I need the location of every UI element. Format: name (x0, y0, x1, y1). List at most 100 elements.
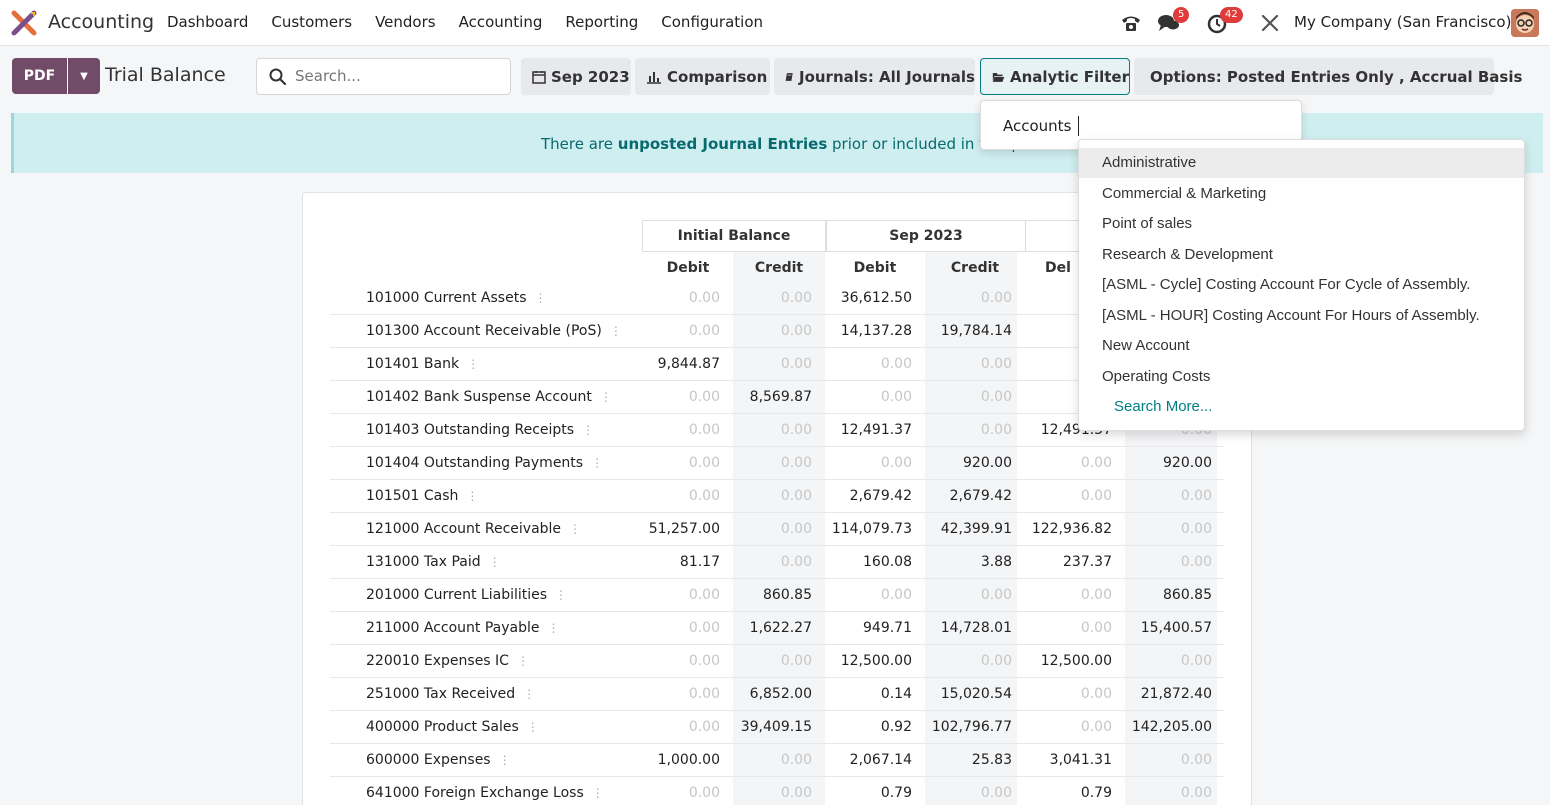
phone-icon[interactable] (1120, 8, 1142, 38)
analytic-filter-button[interactable]: Analytic Filter (980, 58, 1130, 95)
amount-cell: 0.00 (980, 389, 1012, 405)
menu-configuration[interactable]: Configuration (661, 13, 764, 31)
amount-cell: 2,067.14 (849, 752, 912, 768)
banner-text: There are unposted Journal Entries prior… (541, 135, 1030, 153)
amount-cell: 0.00 (1080, 488, 1112, 504)
kebab-menu-icon[interactable]: ⋮ (516, 654, 529, 668)
account-name[interactable]: 211000 Account Payable ⋮ (366, 620, 560, 636)
amount-cell: 0.00 (980, 653, 1012, 669)
search-box[interactable] (256, 58, 511, 95)
activities-badge: 42 (1220, 7, 1243, 23)
tools-icon[interactable] (1259, 8, 1281, 38)
calendar-icon (532, 70, 546, 84)
amount-cell: 920.00 (963, 455, 1012, 471)
account-name[interactable]: 101501 Cash ⋮ (366, 488, 479, 504)
table-row: 211000 Account Payable ⋮ 0.00 1,622.27 949.7… (330, 612, 1224, 645)
subheader-debit: Debit (666, 260, 710, 276)
kebab-menu-icon[interactable]: ⋮ (599, 390, 612, 404)
kebab-menu-icon[interactable]: ⋮ (526, 720, 539, 734)
company-switcher[interactable]: My Company (San Francisco) (1294, 13, 1512, 31)
header-initial-balance: Initial Balance (642, 220, 826, 252)
activities-icon[interactable]: 42 (1206, 7, 1243, 38)
account-name[interactable]: 101000 Current Assets ⋮ (366, 290, 547, 306)
amount-cell: 0.00 (688, 389, 720, 405)
account-option[interactable]: [ASML - HOUR] Costing Account For Hours … (1102, 307, 1480, 324)
amount-cell: 0.00 (980, 587, 1012, 603)
top-navbar: Accounting Dashboard Customers Vendors A… (0, 0, 1550, 46)
kebab-menu-icon[interactable]: ⋮ (569, 522, 582, 536)
amount-cell: 0.00 (780, 752, 812, 768)
menu-dashboard[interactable]: Dashboard (167, 13, 249, 31)
account-name[interactable]: 131000 Tax Paid ⋮ (366, 554, 501, 570)
amount-cell: 0.00 (688, 323, 720, 339)
amount-cell: 0.00 (1080, 686, 1112, 702)
account-name[interactable]: 101300 Account Receivable (PoS) ⋮ (366, 323, 622, 339)
app-logo-icon[interactable] (11, 10, 37, 36)
pdf-dropdown-toggle[interactable]: ▼ (68, 58, 100, 94)
kebab-menu-icon[interactable]: ⋮ (523, 687, 536, 701)
menu-customers[interactable]: Customers (271, 13, 353, 31)
amount-cell: 0.14 (880, 686, 912, 702)
kebab-menu-icon[interactable]: ⋮ (609, 324, 622, 338)
amount-cell: 21,872.40 (1140, 686, 1212, 702)
search-input[interactable] (295, 67, 495, 85)
account-name[interactable]: 101404 Outstanding Payments ⋮ (366, 455, 604, 471)
subheader-debit: Del (1045, 260, 1071, 276)
account-option[interactable]: New Account (1102, 337, 1190, 354)
kebab-menu-icon[interactable]: ⋮ (534, 291, 547, 305)
account-name[interactable]: 641000 Foreign Exchange Loss ⋮ (366, 785, 604, 801)
amount-cell: 0.00 (980, 356, 1012, 372)
account-name[interactable]: 101401 Bank ⋮ (366, 356, 480, 372)
menu-vendors[interactable]: Vendors (375, 13, 436, 31)
account-name[interactable]: 101403 Outstanding Receipts ⋮ (366, 422, 595, 438)
amount-cell: 0.00 (688, 587, 720, 603)
account-name[interactable]: 400000 Product Sales ⋮ (366, 719, 539, 735)
amount-cell: 0.00 (780, 488, 812, 504)
kebab-menu-icon[interactable]: ⋮ (555, 588, 568, 602)
menu-accounting[interactable]: Accounting (458, 13, 543, 31)
account-option[interactable]: Point of sales (1102, 215, 1193, 232)
unposted-entries-link[interactable]: unposted Journal Entries (617, 135, 828, 153)
account-name[interactable]: 101402 Bank Suspense Account ⋮ (366, 389, 612, 405)
amount-cell: 51,257.00 (648, 521, 720, 537)
account-name[interactable]: 251000 Tax Received ⋮ (366, 686, 536, 702)
account-name[interactable]: 600000 Expenses ⋮ (366, 752, 511, 768)
amount-cell: 8,569.87 (749, 389, 812, 405)
options-filter-button[interactable]: Options: Posted Entries Only , Accrual B… (1134, 58, 1522, 95)
account-name[interactable]: 121000 Account Receivable ⋮ (366, 521, 582, 537)
pdf-button[interactable]: PDF (12, 58, 67, 94)
account-name[interactable]: 201000 Current Liabilities ⋮ (366, 587, 568, 603)
amount-cell: 14,137.28 (840, 323, 912, 339)
user-avatar[interactable] (1511, 9, 1539, 37)
app-name[interactable]: Accounting (48, 11, 155, 33)
date-filter-button[interactable]: Sep 2023 (521, 58, 631, 95)
banner-prefix: There are (541, 135, 618, 153)
account-option[interactable]: Operating Costs (1102, 368, 1211, 385)
kebab-menu-icon[interactable]: ⋮ (488, 555, 501, 569)
kebab-menu-icon[interactable]: ⋮ (498, 753, 511, 767)
amount-cell: 237.37 (1063, 554, 1112, 570)
account-option[interactable]: Research & Development (1102, 246, 1273, 263)
account-name[interactable]: 220010 Expenses IC ⋮ (366, 653, 529, 669)
amount-cell: 0.00 (1080, 587, 1112, 603)
amount-cell: 0.00 (880, 389, 912, 405)
kebab-menu-icon[interactable]: ⋮ (466, 489, 479, 503)
amount-cell: 0.00 (880, 455, 912, 471)
kebab-menu-icon[interactable]: ⋮ (582, 423, 595, 437)
messages-icon[interactable]: 5 (1157, 7, 1190, 38)
menu-reporting[interactable]: Reporting (565, 13, 639, 31)
comparison-button[interactable]: Comparison (635, 58, 770, 95)
accounts-label: Accounts (1003, 117, 1072, 135)
amount-cell: 36,612.50 (840, 290, 912, 306)
account-option[interactable]: Administrative (1079, 148, 1524, 178)
account-option[interactable]: Commercial & Marketing (1102, 185, 1267, 202)
search-more-link[interactable]: Search More... (1114, 398, 1213, 415)
kebab-menu-icon[interactable]: ⋮ (591, 786, 604, 800)
kebab-menu-icon[interactable]: ⋮ (467, 357, 480, 371)
kebab-menu-icon[interactable]: ⋮ (591, 456, 604, 470)
kebab-menu-icon[interactable]: ⋮ (547, 621, 560, 635)
bar-chart-icon (647, 71, 661, 84)
credit-column-shade (925, 252, 1017, 805)
journals-filter-button[interactable]: Journals: All Journals (774, 58, 975, 95)
account-option[interactable]: [ASML - Cycle] Costing Account For Cycle… (1102, 276, 1471, 293)
